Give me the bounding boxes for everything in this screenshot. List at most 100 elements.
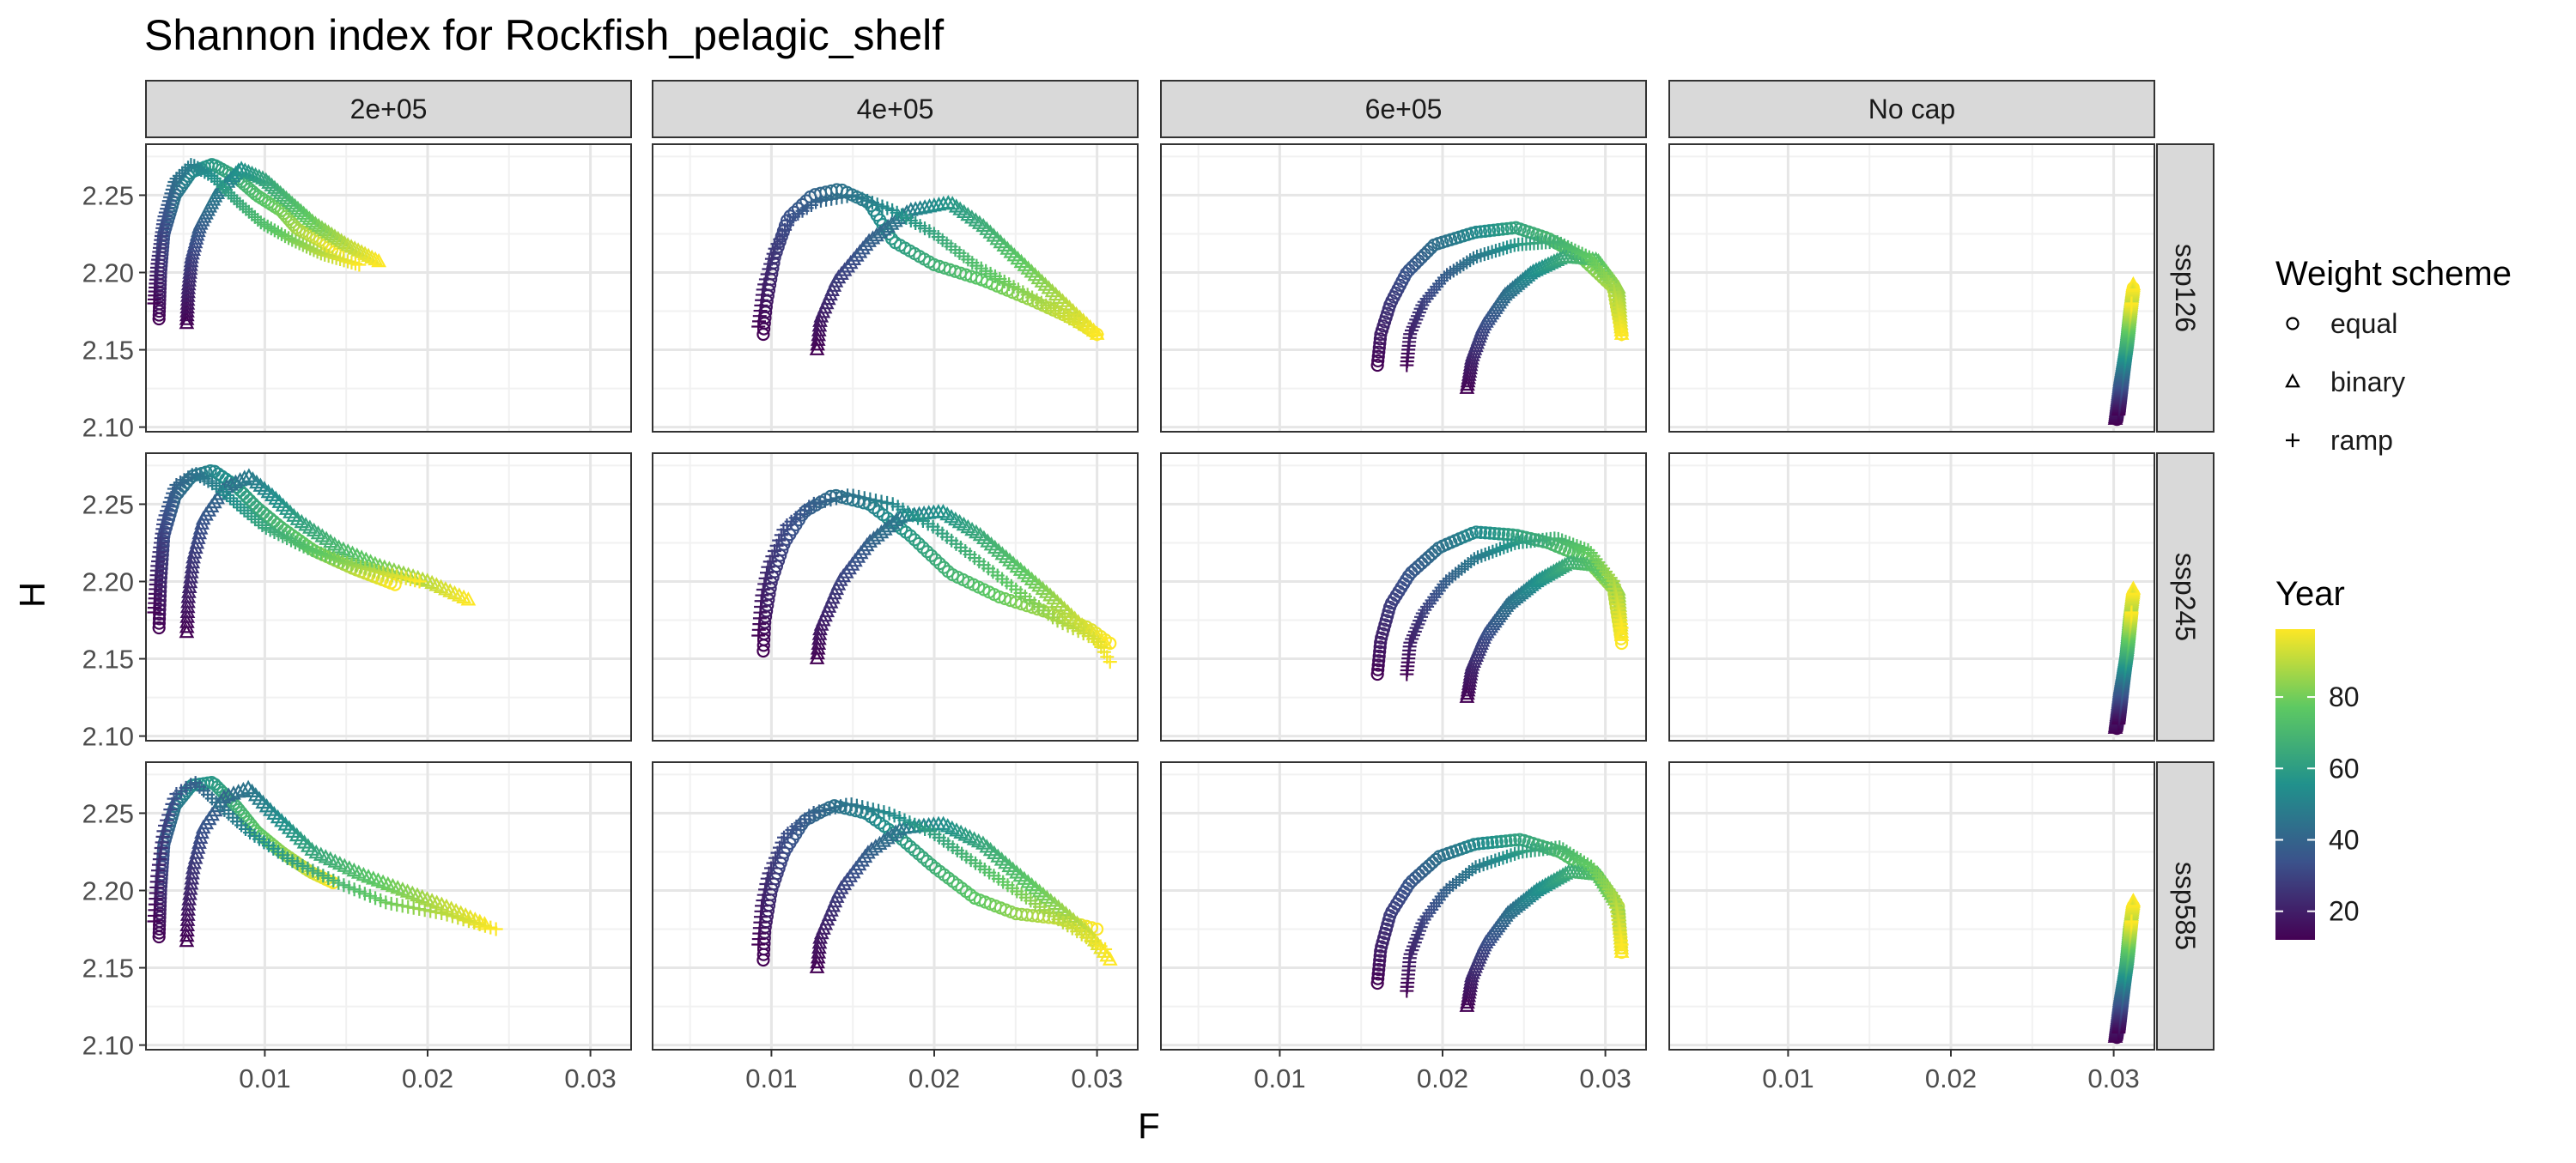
data-point xyxy=(218,183,233,197)
data-point xyxy=(1462,360,1478,375)
data-point xyxy=(1570,851,1584,865)
circle-icon xyxy=(2286,317,2300,330)
data-point xyxy=(152,616,166,630)
plus-icon xyxy=(2286,433,2300,447)
data-point xyxy=(1371,658,1385,672)
data-point xyxy=(880,495,895,510)
data-point xyxy=(1461,981,1478,996)
data-point xyxy=(1371,967,1385,981)
data-point xyxy=(1566,849,1581,863)
data-point xyxy=(1373,336,1387,350)
data-point xyxy=(260,219,275,233)
data-point xyxy=(333,233,349,247)
row-strip-label: ssp126 xyxy=(2170,244,2201,332)
data-point xyxy=(156,543,170,557)
data-point xyxy=(156,538,170,553)
data-point xyxy=(352,257,367,272)
data-point xyxy=(835,489,849,504)
data-point xyxy=(812,621,828,636)
data-point xyxy=(182,260,198,276)
data-point xyxy=(755,588,769,603)
data-point xyxy=(1508,833,1522,847)
data-point xyxy=(1103,636,1117,651)
data-point xyxy=(216,789,232,804)
data-point xyxy=(152,621,166,635)
panel-border xyxy=(145,143,632,433)
x-tick-label: 0.03 xyxy=(1579,1063,1631,1093)
y-tick-label: 2.20 xyxy=(82,875,134,906)
x-axis-label: F xyxy=(1138,1105,1160,1146)
data-point xyxy=(237,162,253,177)
data-point xyxy=(417,903,432,918)
data-point xyxy=(184,249,199,263)
data-point xyxy=(1459,997,1475,1012)
data-point xyxy=(891,821,908,836)
data-point xyxy=(1504,833,1517,847)
data-point xyxy=(311,217,326,233)
panel-background xyxy=(1161,453,1646,741)
data-point xyxy=(216,179,230,194)
data-point xyxy=(258,172,274,186)
data-point xyxy=(320,224,337,239)
data-point xyxy=(1483,526,1497,540)
data-point xyxy=(1461,987,1477,1002)
data-point xyxy=(1415,916,1430,930)
data-point xyxy=(1614,327,1629,342)
data-point xyxy=(270,225,285,239)
data-point xyxy=(759,566,774,580)
data-point xyxy=(295,205,312,220)
legend-item-label: ramp xyxy=(2330,425,2393,456)
data-point xyxy=(1496,222,1510,236)
data-point xyxy=(1412,305,1426,319)
data-point xyxy=(354,244,369,258)
data-point xyxy=(303,241,318,256)
data-point xyxy=(227,494,241,509)
data-point xyxy=(1485,835,1499,850)
panel-border xyxy=(1668,761,2155,1051)
y-tick-label: 2.25 xyxy=(82,798,134,828)
data-point xyxy=(1372,345,1386,359)
data-point xyxy=(1090,327,1104,342)
data-point xyxy=(179,311,195,325)
data-point xyxy=(423,904,438,918)
data-point xyxy=(1577,855,1591,869)
panel-border xyxy=(1160,452,1647,742)
data-point xyxy=(184,158,198,173)
data-point xyxy=(920,854,934,868)
data-point xyxy=(179,303,195,318)
data-point xyxy=(252,515,266,530)
data-point xyxy=(1473,525,1488,539)
data-point xyxy=(868,494,883,508)
data-point xyxy=(1409,312,1424,327)
data-point xyxy=(428,905,443,919)
facet-panel xyxy=(1160,761,1647,1051)
data-point xyxy=(368,251,383,266)
data-point xyxy=(317,221,333,237)
data-point xyxy=(1613,627,1630,641)
data-point xyxy=(1403,327,1418,342)
data-point xyxy=(1479,526,1492,540)
data-point xyxy=(1437,577,1451,591)
data-point xyxy=(183,252,199,268)
legend-item-label: binary xyxy=(2330,366,2405,397)
data-point xyxy=(1460,994,1475,1009)
year-colorbar xyxy=(2275,629,2315,940)
y-tick-label: 2.20 xyxy=(82,566,134,597)
data-point xyxy=(406,900,421,915)
data-point xyxy=(1462,978,1478,992)
data-point xyxy=(846,488,860,503)
data-point xyxy=(1473,225,1488,239)
data-point xyxy=(1465,863,1479,877)
strip-background xyxy=(2156,452,2215,742)
data-point xyxy=(285,233,300,247)
data-point xyxy=(903,839,917,854)
data-point xyxy=(1487,526,1501,541)
data-point xyxy=(212,482,227,496)
data-point xyxy=(257,217,271,232)
data-point xyxy=(1371,663,1385,676)
data-point xyxy=(1613,623,1630,639)
data-point xyxy=(1499,834,1513,848)
data-point xyxy=(364,249,380,263)
data-point xyxy=(1102,951,1118,966)
panel-border xyxy=(145,761,632,1051)
